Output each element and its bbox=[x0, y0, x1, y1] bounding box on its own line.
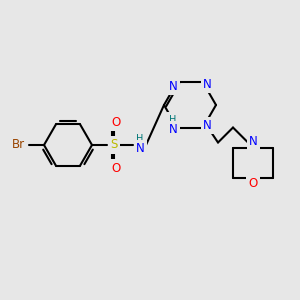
Text: Br: Br bbox=[11, 139, 25, 152]
Text: N: N bbox=[169, 123, 177, 136]
Text: O: O bbox=[111, 116, 121, 128]
Text: S: S bbox=[110, 139, 118, 152]
Text: N: N bbox=[202, 78, 211, 91]
Text: N: N bbox=[169, 80, 177, 93]
Text: H: H bbox=[169, 115, 177, 124]
Text: N: N bbox=[136, 142, 144, 155]
Text: N: N bbox=[202, 119, 211, 132]
Text: O: O bbox=[248, 177, 258, 190]
Text: H: H bbox=[136, 134, 144, 144]
Text: N: N bbox=[249, 135, 257, 148]
Text: O: O bbox=[111, 161, 121, 175]
